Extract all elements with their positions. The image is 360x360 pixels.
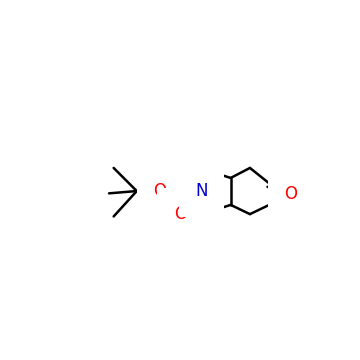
Text: N: N: [195, 182, 208, 200]
Text: O: O: [284, 185, 297, 203]
Text: O: O: [174, 205, 187, 223]
Text: O: O: [153, 182, 166, 200]
